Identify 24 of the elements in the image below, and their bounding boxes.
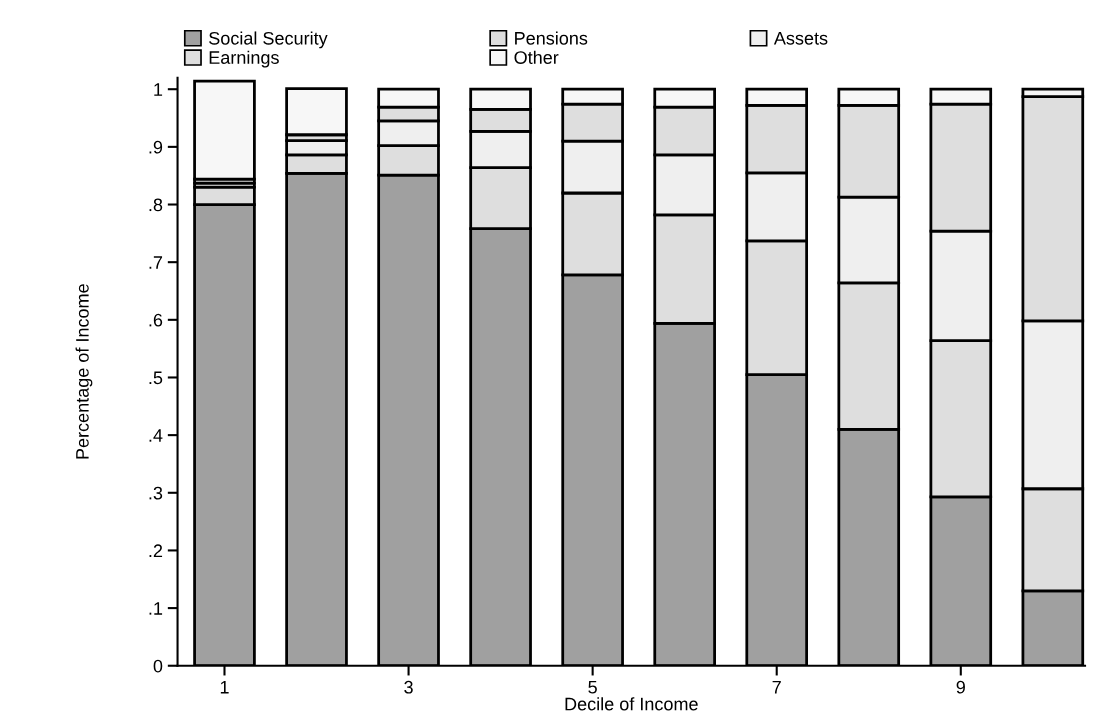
bar (193, 79, 256, 181)
y-tick-label: .7 (149, 256, 163, 269)
x-tick-label: 9 (956, 680, 965, 694)
x-tick-label: 5 (588, 680, 597, 694)
y-tick-label: 0 (153, 659, 163, 673)
x-tick-label: 3 (404, 680, 413, 694)
legend-label: Assets (773, 32, 828, 45)
y-tick-label: .6 (149, 313, 163, 327)
y-tick-label: 1 (154, 83, 163, 96)
legend-label: Earnings (209, 50, 279, 68)
y-tick-label: .8 (149, 198, 163, 212)
legend-label: Pensions (515, 31, 588, 45)
x-tick-label: 7 (772, 680, 781, 694)
y-tick-label: .9 (149, 140, 163, 154)
y-tick-label: .3 (149, 486, 163, 500)
y-tick-label: .5 (149, 371, 163, 385)
y-axis-title: Percentage of Income (75, 284, 93, 459)
x-axis-title: Decile of Income (565, 697, 698, 711)
legend-label: Other (514, 50, 559, 64)
legend-label: Social Security (209, 31, 328, 49)
y-tick-label: .1 (149, 602, 163, 615)
x-tick-label: 1 (220, 680, 229, 694)
y-tick-label: .2 (149, 544, 163, 557)
y-tick-label: .4 (149, 429, 163, 442)
